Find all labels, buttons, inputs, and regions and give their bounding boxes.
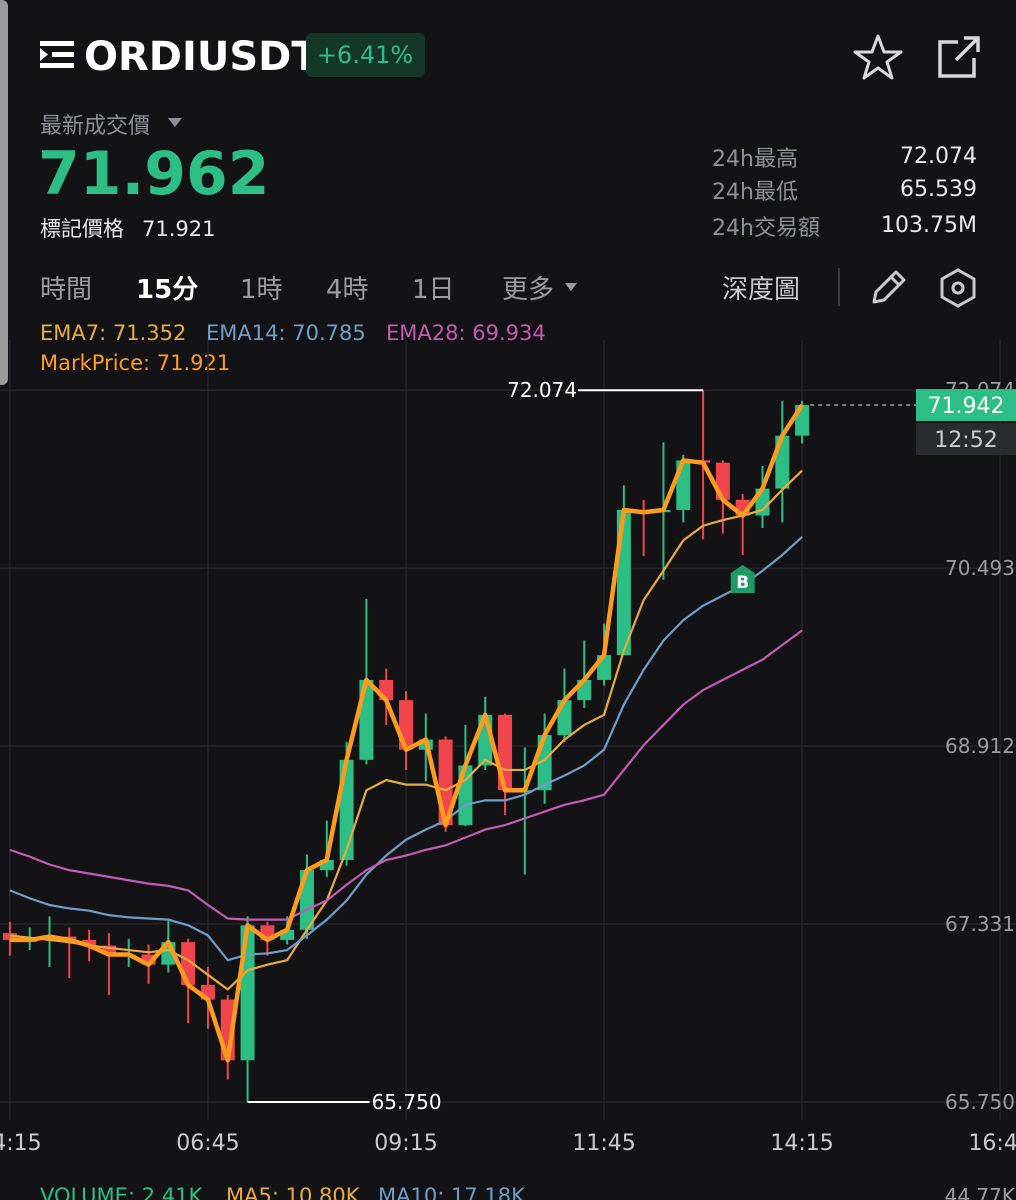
countdown: 12:52: [934, 428, 997, 453]
indicator-legend: EMA7: 71.352 EMA14: 70.785 EMA28: 69.934 Ma…: [40, 321, 546, 375]
price-line: [9, 403, 804, 1063]
mark-price: 71.921: [142, 217, 215, 241]
y-tick-label: 70.493: [945, 556, 1015, 580]
interval-tab[interactable]: 1時: [240, 275, 283, 305]
x-tick-label: 11:45: [572, 1131, 635, 1156]
draw-icon[interactable]: [872, 270, 906, 304]
trade-marker: [730, 564, 755, 593]
stat-value: 103.75M: [881, 213, 977, 238]
side-handle: [0, 0, 8, 385]
y-tick-label: 68.912: [945, 734, 1015, 758]
legend-item: MarkPrice: 71.921: [40, 351, 230, 375]
interval-tab[interactable]: 更多: [502, 275, 554, 305]
legend-item: EMA14: 70.785: [206, 321, 366, 345]
current-price-tag: [916, 389, 1016, 422]
volume-legend-item: VOLUME: 2.41K: [40, 1184, 203, 1200]
x-tick-label: 09:15: [374, 1131, 437, 1156]
countdown-box: [916, 423, 1016, 456]
current-price: 71.942: [928, 394, 1005, 419]
favorite-icon[interactable]: [853, 34, 903, 80]
legend-name: EMA7:: [40, 321, 106, 345]
legend-name: EMA28:: [386, 321, 466, 345]
trade-marker-label: B: [736, 573, 749, 593]
candle-body: [319, 860, 334, 871]
ema-line: [9, 536, 803, 962]
stat-label: 24h最低: [712, 180, 798, 205]
depth-tab[interactable]: 深度圖: [722, 275, 800, 305]
menu-icon[interactable]: [40, 41, 74, 68]
stat-label: 24h交易額: [712, 216, 820, 241]
legend-value: 69.934: [472, 321, 545, 345]
x-tick-label: 14:15: [770, 1131, 833, 1156]
last-price-label: 最新成交價: [40, 114, 150, 139]
more-arrow[interactable]: [565, 283, 577, 291]
interval-tab[interactable]: 時間: [40, 275, 92, 305]
volume-axis-label: 44.77K: [945, 1184, 1016, 1200]
stat-value: 72.074: [900, 144, 977, 169]
stat-label: 24h最高: [712, 147, 798, 172]
candle-body: [2, 933, 17, 940]
candle-body: [82, 939, 97, 946]
interval-tab[interactable]: 15分: [136, 275, 198, 305]
last-price: 71.962: [38, 139, 270, 209]
x-tick-label: 04:15: [0, 1131, 42, 1156]
change-badge: [306, 33, 425, 77]
change: +6.41%: [317, 41, 413, 69]
interval-tab[interactable]: 1日: [412, 275, 455, 305]
interval-tab[interactable]: 4時: [326, 275, 369, 305]
legend-name: MarkPrice:: [40, 351, 150, 375]
candle-body: [101, 945, 116, 955]
symbol: ORDIUSDT: [84, 34, 319, 80]
min-marker-label: 65.750: [372, 1090, 442, 1114]
legend-item: EMA7: 71.352: [40, 321, 186, 345]
settings-icon[interactable]: [940, 268, 976, 308]
dropdown-arrow[interactable]: [168, 118, 182, 127]
max-marker-label: 72.074: [507, 378, 577, 402]
legend-value: 71.921: [157, 351, 230, 375]
y-tick-label: 65.750: [945, 1090, 1015, 1114]
x-tick-label: 06:45: [176, 1131, 239, 1156]
legend-value: 70.785: [292, 321, 365, 345]
share-icon[interactable]: [938, 36, 980, 78]
y-tick-label: 67.331: [945, 912, 1015, 936]
volume-legend-item: MA5: 10.80K: [226, 1184, 361, 1200]
volume-legend-item: MA10: 17.18K: [378, 1184, 526, 1200]
legend-item: EMA28: 69.934: [386, 321, 546, 345]
legend-value: 71.352: [113, 321, 186, 345]
candle-body: [280, 929, 295, 940]
stat-value: 65.539: [900, 177, 977, 202]
x-tick-label: 16:45: [968, 1131, 1016, 1156]
legend-name: EMA14:: [206, 321, 286, 345]
candle-body: [141, 954, 156, 965]
ema-line: [9, 469, 803, 991]
mark-price-label: 標記價格: [40, 217, 124, 241]
ema-line: [9, 629, 803, 921]
